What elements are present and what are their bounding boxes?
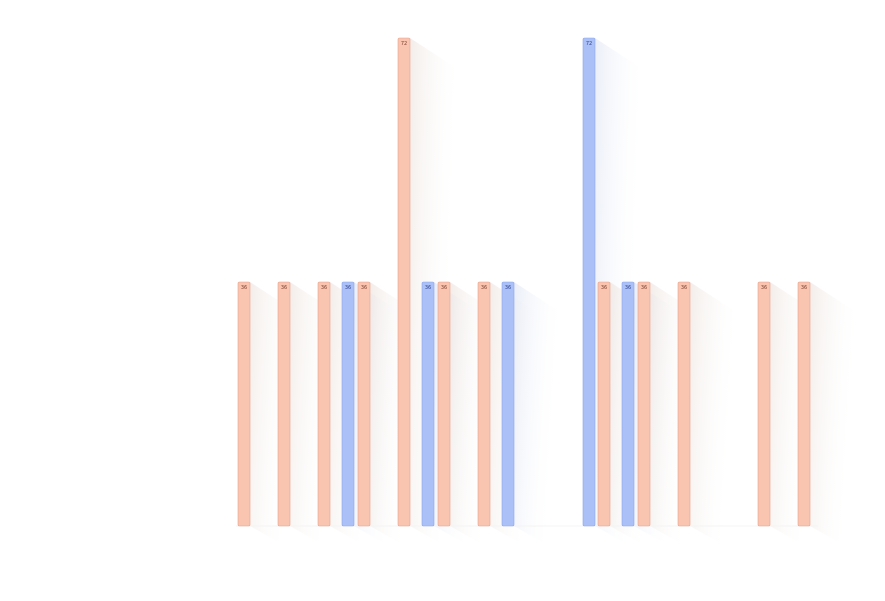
bar-3 — [341, 281, 355, 527]
bar-8 — [477, 281, 491, 527]
bar-value-label-6: 36 — [425, 285, 431, 291]
bar-value-label-3: 36 — [345, 285, 351, 291]
bar-value-label-2: 36 — [321, 285, 327, 291]
bar-12 — [621, 281, 635, 527]
bar-value-label-7: 36 — [441, 285, 447, 291]
bar-value-label-15: 36 — [761, 285, 767, 291]
bar-value-label-14: 36 — [681, 285, 687, 291]
bar-value-label-9: 36 — [505, 285, 511, 291]
bar-10 — [582, 37, 596, 527]
bar-1 — [277, 281, 291, 527]
bar-value-labels: 36 36 36 36 36 72 36 36 36 36 72 36 36 36 36 36 36 — [241, 41, 807, 291]
bar-9 — [501, 281, 515, 527]
bar-11 — [597, 281, 611, 527]
bar-2 — [317, 281, 331, 527]
bar-value-label-4: 36 — [361, 285, 367, 291]
bar-value-label-8: 36 — [481, 285, 487, 291]
bar-value-label-10: 72 — [586, 41, 592, 47]
bar-value-label-16: 36 — [801, 285, 807, 291]
bar-shadow — [690, 282, 736, 552]
bar-7 — [437, 281, 451, 527]
bar-15 — [757, 281, 771, 527]
bar-16 — [797, 281, 811, 527]
bar-value-label-12: 36 — [625, 285, 631, 291]
bar-value-label-5: 72 — [401, 41, 407, 47]
bar-14 — [677, 281, 691, 527]
bar-5 — [397, 37, 411, 527]
bar-value-label-0: 36 — [241, 285, 247, 291]
bar-0 — [237, 281, 251, 527]
bar-4 — [357, 281, 371, 527]
bar-value-label-1: 36 — [281, 285, 287, 291]
bar-13 — [637, 281, 651, 527]
bar-value-label-11: 36 — [601, 285, 607, 291]
bar-value-label-13: 36 — [641, 285, 647, 291]
bar-6 — [421, 281, 435, 527]
bars — [237, 37, 811, 527]
bar-shadow — [810, 282, 856, 552]
bar-shadow — [514, 282, 560, 552]
